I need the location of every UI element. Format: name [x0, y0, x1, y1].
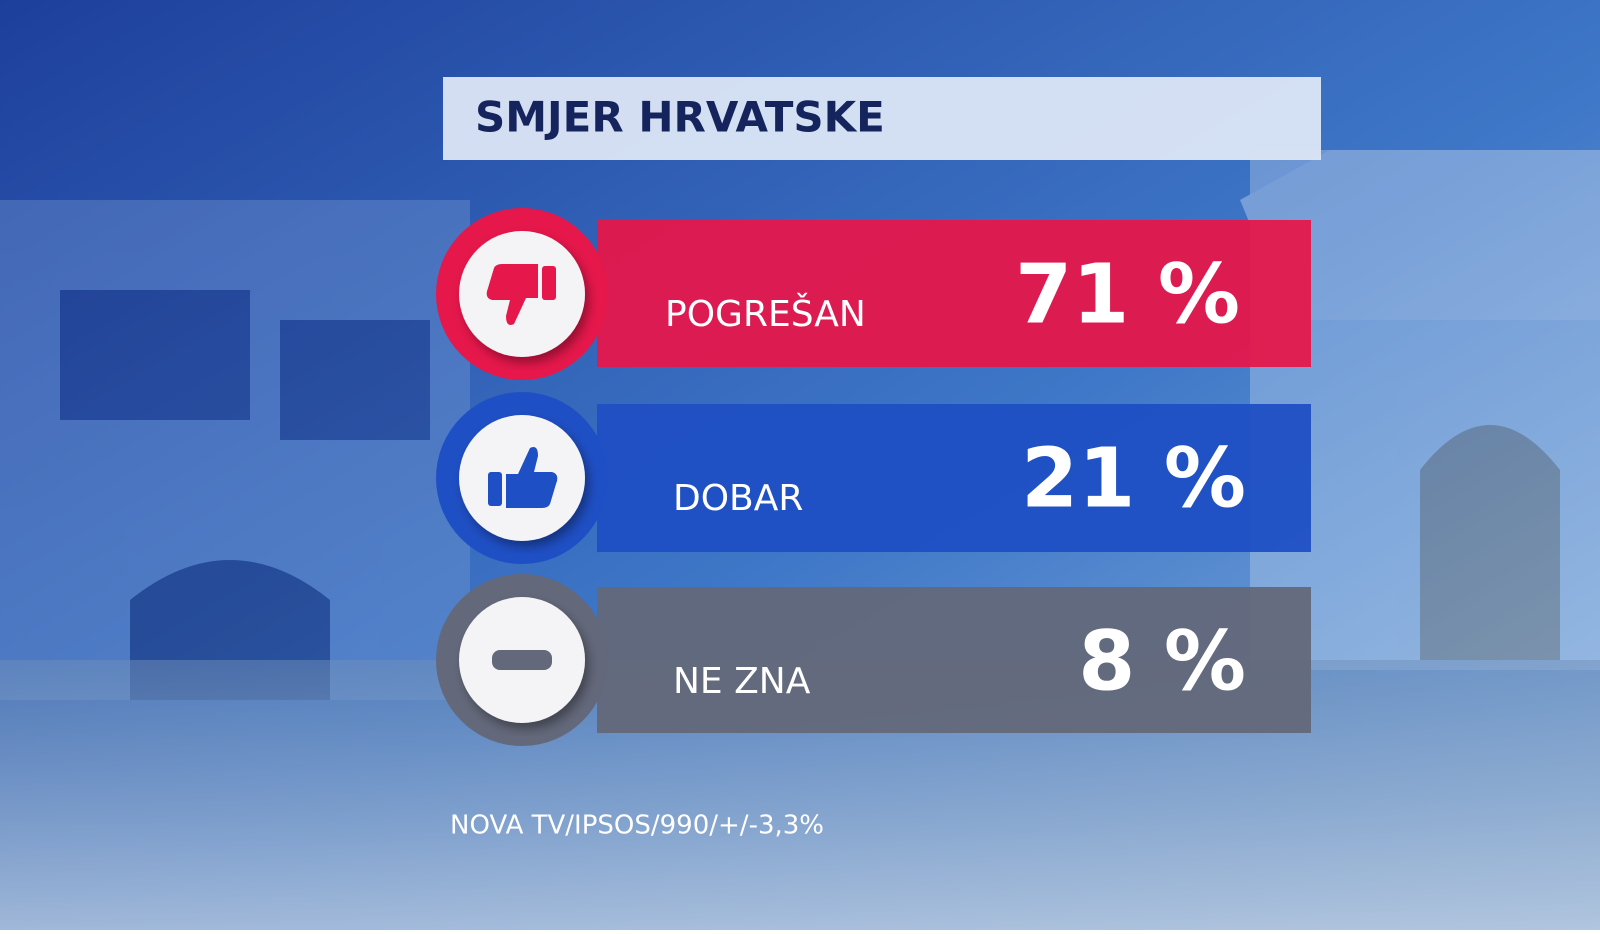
title-box [443, 77, 1321, 160]
row-label: POGREŠAN [665, 293, 866, 335]
row-label: DOBAR [673, 478, 803, 519]
row-value: 8 % [1078, 614, 1246, 709]
thumbs-up-icon [488, 447, 558, 508]
title: SMJER HRVATSKE [475, 93, 885, 142]
row-bar [597, 404, 1311, 552]
row: NE ZNA 8 % [436, 574, 1311, 746]
minus-icon [492, 650, 552, 670]
row-value: 21 % [1021, 431, 1246, 526]
source: NOVA TV/IPSOS/990/+/-3,3% [450, 811, 824, 841]
row: DOBAR 21 % [436, 392, 1311, 564]
row-bar [597, 587, 1311, 733]
thumbs-down-icon [486, 264, 556, 325]
row: POGREŠAN 71 % [436, 208, 1311, 380]
row-value: 71 % [1015, 247, 1240, 342]
row-label: NE ZNA [673, 661, 811, 702]
row-bar [597, 220, 1311, 367]
